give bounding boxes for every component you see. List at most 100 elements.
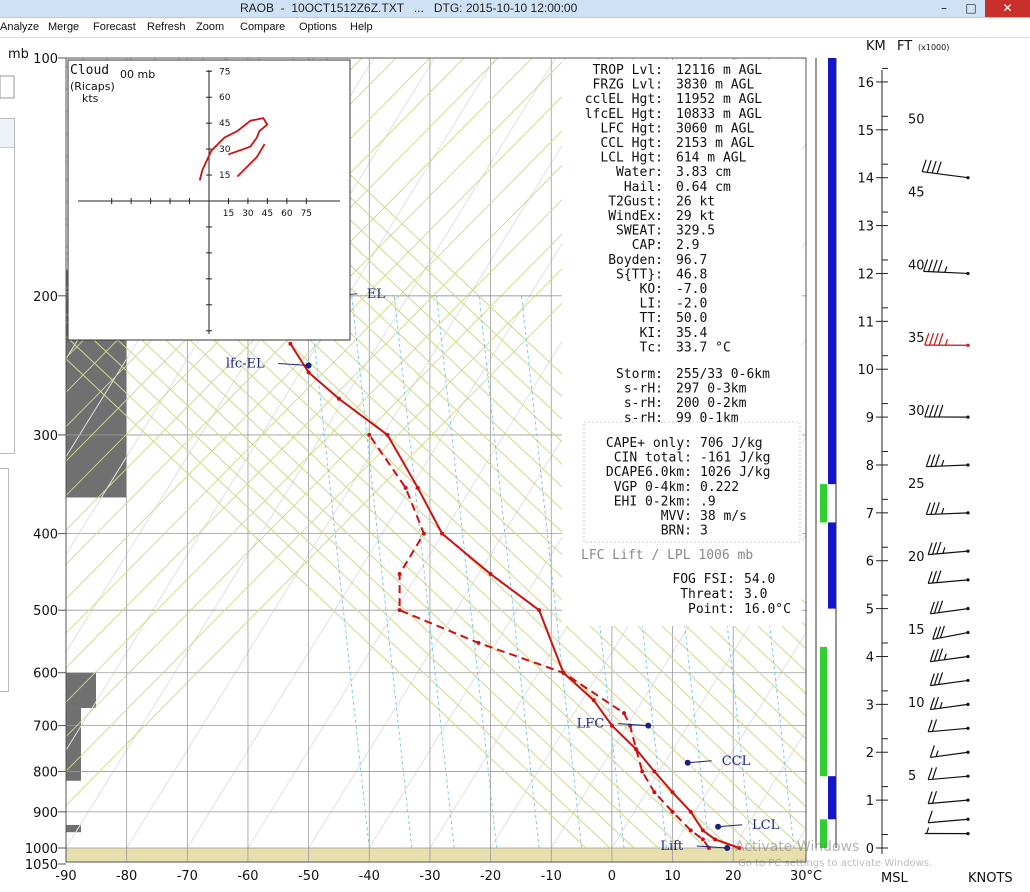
km-tick-label: 1 <box>866 794 874 809</box>
wind-barb-half <box>926 827 930 834</box>
moist-adiabat-line <box>66 58 635 634</box>
x-tick-label: -30 <box>419 869 440 884</box>
y-tick-label: 500 <box>33 604 58 619</box>
sounding-dewpoint-point <box>421 531 426 536</box>
close-button[interactable]: ✕ <box>985 0 1030 17</box>
sounding-temperature-point <box>288 341 293 346</box>
y-tick-label: 1000 <box>25 842 58 857</box>
wind-barb-half <box>942 547 946 554</box>
x-axis-unit-label: 30°C <box>790 869 822 884</box>
km-tick-label: 13 <box>857 220 874 235</box>
wind-barb-staff <box>928 775 969 781</box>
moist-adiabat-line <box>66 58 601 600</box>
cape-key: VGP 0-4km: <box>614 480 692 495</box>
param-key: CAP: <box>632 238 663 253</box>
wind-barb-feather <box>938 332 944 346</box>
marker-lfc-leader <box>617 723 649 727</box>
sounding-dewpoint-point <box>670 809 675 814</box>
wind-barb-feather <box>925 454 931 467</box>
left-panel-header <box>0 119 14 148</box>
wind-barb-feather <box>931 160 937 174</box>
y-tick-label: 800 <box>33 765 58 780</box>
menu-compare[interactable]: Compare <box>240 21 286 33</box>
dry-adiabat-line <box>66 290 659 849</box>
side-bar-blue <box>828 522 836 609</box>
hodograph-x-tick-label: 30 <box>242 209 254 219</box>
wind-barb-half <box>944 339 949 346</box>
dry-adiabat-line <box>66 245 707 849</box>
param-value: 0.64 cm <box>676 180 731 195</box>
wind-barb-feather <box>931 791 938 804</box>
wind-barb-dot <box>966 630 970 635</box>
wind-barb-feather <box>937 259 943 273</box>
sounding-dewpoint-line <box>368 434 710 849</box>
sounding-temperature-point <box>306 370 311 375</box>
mixing-ratio-line <box>478 295 540 849</box>
km-tick-label: 11 <box>857 315 874 330</box>
menu-help[interactable]: Help <box>350 21 373 33</box>
marker-lcl-label: LCL <box>752 818 780 833</box>
menu-forecast[interactable]: Forecast <box>93 21 136 33</box>
wind-barb-staff <box>928 579 969 584</box>
minimize-button[interactable]: – <box>941 1 947 15</box>
left-side-panel-lower[interactable] <box>0 468 9 692</box>
wind-barb-half <box>943 653 947 660</box>
param-value: 3830 m AGL <box>676 78 754 93</box>
left-side-panel[interactable] <box>0 118 15 454</box>
hodograph-unit: kts <box>82 92 99 105</box>
wind-barb-feather <box>927 810 933 823</box>
wind-barb-feather <box>927 791 933 804</box>
title-bar: RAOB - 10OCT1512Z6Z.TXT ... DTG: 2015-10… <box>0 0 1030 18</box>
maximize-button[interactable]: □ <box>965 1 977 15</box>
km-tick-label: 12 <box>857 267 874 282</box>
wind-barb-feather <box>927 259 933 272</box>
menu-analyze[interactable]: Analyze <box>0 21 40 33</box>
hodograph-title: Cloud <box>70 63 109 78</box>
y-tick-label: 900 <box>33 806 58 821</box>
param-value: 96.7 <box>676 253 707 268</box>
wind-barb-feather <box>931 767 938 780</box>
menu-options[interactable]: Options <box>299 21 337 33</box>
moist-adiabat-line <box>66 58 533 531</box>
wind-barb-dot <box>966 578 970 582</box>
x-tick-label: -10 <box>541 869 562 884</box>
sounding-temperature-point <box>688 809 693 814</box>
hodograph-trace-upper <box>236 143 266 178</box>
hodograph-x-tick-label: 60 <box>281 209 293 219</box>
dry-adiabat-line <box>66 222 731 849</box>
km-tick-label: 14 <box>857 172 874 187</box>
storm-key: Storm: <box>616 367 663 382</box>
ft-tick-label: 35 <box>908 331 925 346</box>
ft-axis-label: FT <box>897 39 912 54</box>
wind-barb-feather <box>929 697 935 710</box>
sounding-dewpoint-point <box>476 640 481 645</box>
marker-el-label: EL <box>367 287 385 302</box>
lfc-lift-label: LFC Lift / LPL 1006 mb <box>581 548 753 563</box>
wind-barb-dot <box>966 726 970 730</box>
wind-barb-staff <box>928 550 969 556</box>
param-value: 3.83 cm <box>676 165 731 180</box>
sounding-dewpoint-point <box>688 828 693 833</box>
sounding-temperature-point <box>336 396 341 401</box>
marker-lift-leader <box>696 845 728 849</box>
skewed-isotherm <box>672 631 806 849</box>
menu-merge[interactable]: Merge <box>48 21 80 33</box>
wind-barb-feather <box>926 160 932 173</box>
wind-barb-half <box>939 702 943 709</box>
param-key: LI: <box>640 297 663 312</box>
wind-barb-staff <box>928 727 969 733</box>
ft-tick-label: 20 <box>908 550 925 565</box>
wind-barb-staff <box>922 171 969 179</box>
ft-tick-label: 5 <box>908 769 916 784</box>
wind-barb-dot <box>966 343 970 347</box>
wind-barb-feather <box>936 626 942 639</box>
mixing-ratio-line <box>308 295 370 849</box>
menu-zoom[interactable]: Zoom <box>196 21 225 33</box>
menu-refresh[interactable]: Refresh <box>147 21 186 33</box>
moist-adiabat-line <box>66 58 669 669</box>
param-value: 614 m AGL <box>676 151 747 166</box>
cape-key: BRN: <box>661 524 692 539</box>
wind-barb-feather <box>924 332 930 346</box>
fog-value: 54.0 <box>744 572 775 587</box>
